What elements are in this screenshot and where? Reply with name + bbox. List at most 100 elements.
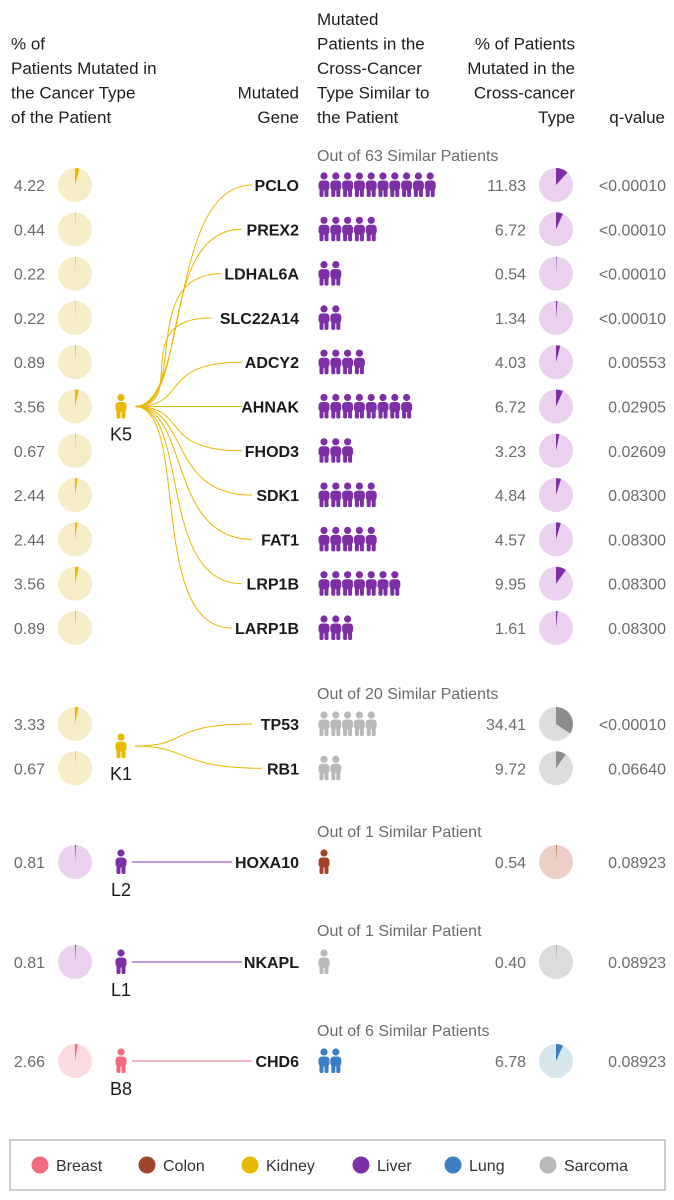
similar-patient-icon bbox=[330, 526, 342, 552]
similar-patient-icon-leg-l bbox=[343, 453, 348, 463]
own-type-pie-slice bbox=[75, 522, 78, 540]
similar-patient-icon-leg-r bbox=[336, 232, 341, 242]
similar-patient-icon bbox=[330, 438, 342, 463]
similar-patient-icon-head bbox=[367, 571, 375, 579]
gene-label: LDHAL6A bbox=[224, 267, 299, 284]
similar-patient-icon-leg-r bbox=[359, 188, 364, 197]
pct-cross-value: 1.61 bbox=[495, 621, 526, 638]
similar-patient-icon-head bbox=[355, 216, 363, 224]
similar-patient-icon-leg-r bbox=[324, 453, 329, 463]
own-type-pie bbox=[58, 256, 92, 291]
similar-patient-icon bbox=[342, 482, 354, 508]
similar-patient-icon-leg-r bbox=[371, 188, 376, 197]
similar-patient-icon bbox=[318, 172, 330, 197]
patient-icon-leg-r bbox=[121, 749, 126, 759]
patient-label: L1 bbox=[111, 980, 131, 1000]
cross-type-pie bbox=[539, 844, 573, 879]
patient-icon-head bbox=[117, 1048, 125, 1056]
similar-patient-icon-head bbox=[426, 172, 434, 180]
pct-cross-value: 0.54 bbox=[495, 267, 526, 284]
similar-patient-icon-leg-r bbox=[359, 498, 364, 508]
similar-patient-icon-leg-r bbox=[324, 865, 329, 874]
similar-patient-icon-leg-r bbox=[371, 542, 376, 552]
similar-patient-icon-head bbox=[320, 711, 328, 719]
similar-patient-icon-leg-r bbox=[395, 188, 400, 197]
cross-type-pie-slice bbox=[556, 478, 562, 496]
column-header: Mutated in the bbox=[467, 59, 575, 78]
cross-type-pie bbox=[539, 478, 573, 513]
connector-line bbox=[134, 406, 232, 629]
q-value: <0.00010 bbox=[599, 222, 666, 239]
similar-patient-icon bbox=[318, 482, 330, 508]
q-value: 0.02905 bbox=[608, 400, 666, 417]
patient-icon bbox=[115, 393, 127, 419]
similar-patient-icon-leg-r bbox=[324, 188, 329, 197]
out-of-label: Out of 1 Similar Patient bbox=[317, 923, 482, 940]
similar-patient-icon bbox=[330, 393, 342, 419]
q-value: 0.08300 bbox=[608, 532, 666, 549]
pct-own-value: 0.67 bbox=[14, 444, 45, 461]
similar-patient-icon-head bbox=[332, 482, 340, 490]
out-of-label: Out of 20 Similar Patients bbox=[317, 686, 498, 703]
similar-patient-icon-leg-l bbox=[366, 409, 371, 419]
own-type-pie-slice bbox=[75, 256, 76, 274]
similar-patient-icon-leg-l bbox=[331, 727, 336, 736]
column-header: of the Patient bbox=[11, 108, 111, 127]
similar-patient-icon-leg-l bbox=[319, 586, 324, 596]
own-type-pie-slice bbox=[75, 345, 76, 363]
similar-patient-icon-head bbox=[355, 711, 363, 719]
own-type-pie-slice bbox=[75, 478, 78, 496]
own-type-pie bbox=[58, 566, 92, 601]
similar-patient-icon-leg-r bbox=[336, 542, 341, 552]
similar-patient-icon-leg-r bbox=[348, 498, 353, 508]
patient-label: B8 bbox=[110, 1079, 132, 1099]
similar-patient-icon-leg-l bbox=[425, 188, 430, 197]
similar-patient-icon-leg-r bbox=[336, 586, 341, 596]
connector-line bbox=[134, 406, 243, 452]
column-header: % of Patients bbox=[475, 35, 575, 54]
similar-patient-icon bbox=[353, 571, 365, 596]
similar-patient-icon-leg-r bbox=[348, 453, 353, 463]
similar-patient-icon-head bbox=[320, 615, 328, 623]
patient-icon-leg-l bbox=[116, 749, 121, 759]
similar-patient-icon-leg-r bbox=[371, 586, 376, 596]
gene-label: NKAPL bbox=[244, 955, 299, 972]
similar-patient-icon-leg-r bbox=[348, 542, 353, 552]
gene-label: FHOD3 bbox=[245, 444, 299, 461]
similar-patient-icon-leg-r bbox=[324, 1064, 329, 1073]
connector-line bbox=[134, 228, 243, 407]
similar-patient-icon-head bbox=[367, 482, 375, 490]
similar-patient-icon bbox=[318, 615, 330, 640]
similar-patient-icon-leg-r bbox=[395, 409, 400, 419]
patient-label: K5 bbox=[110, 425, 132, 445]
similar-patient-icon-leg-l bbox=[319, 965, 324, 974]
similar-patient-icon-leg-r bbox=[336, 365, 341, 375]
similar-patient-icon-head bbox=[344, 571, 352, 579]
similar-patient-icon-head bbox=[344, 711, 352, 719]
pct-own-value: 3.33 bbox=[14, 717, 45, 734]
pct-cross-value: 34.41 bbox=[486, 717, 526, 734]
similar-patient-icon-leg-r bbox=[383, 188, 388, 197]
cross-type-pie bbox=[539, 212, 573, 247]
pct-own-value: 2.44 bbox=[14, 532, 45, 549]
similar-patient-icon-leg-r bbox=[395, 586, 400, 596]
similar-patient-icon-leg-r bbox=[418, 188, 423, 197]
similar-patient-icon-leg-l bbox=[402, 188, 407, 197]
pct-own-value: 3.56 bbox=[14, 400, 45, 417]
gene-label: ADCY2 bbox=[245, 355, 299, 372]
gene-label: LARP1B bbox=[235, 621, 299, 638]
similar-patient-icon-leg-r bbox=[359, 727, 364, 736]
similar-patient-icon-leg-l bbox=[319, 727, 324, 736]
own-type-pie bbox=[58, 845, 92, 879]
similar-patient-icon bbox=[342, 711, 354, 736]
similar-patient-icon-head bbox=[332, 755, 340, 763]
similar-patient-icon-leg-l bbox=[331, 1064, 336, 1073]
similar-patient-icon-head bbox=[367, 711, 375, 719]
similar-patient-icon-leg-r bbox=[348, 232, 353, 242]
gene-label: CHD6 bbox=[255, 1054, 299, 1071]
pct-own-value: 0.89 bbox=[14, 621, 45, 638]
similar-patient-icon-head bbox=[332, 393, 340, 402]
similar-patient-icon-leg-l bbox=[354, 188, 359, 197]
similar-patient-icon-head bbox=[391, 393, 399, 402]
pct-cross-value: 0.54 bbox=[495, 855, 526, 872]
